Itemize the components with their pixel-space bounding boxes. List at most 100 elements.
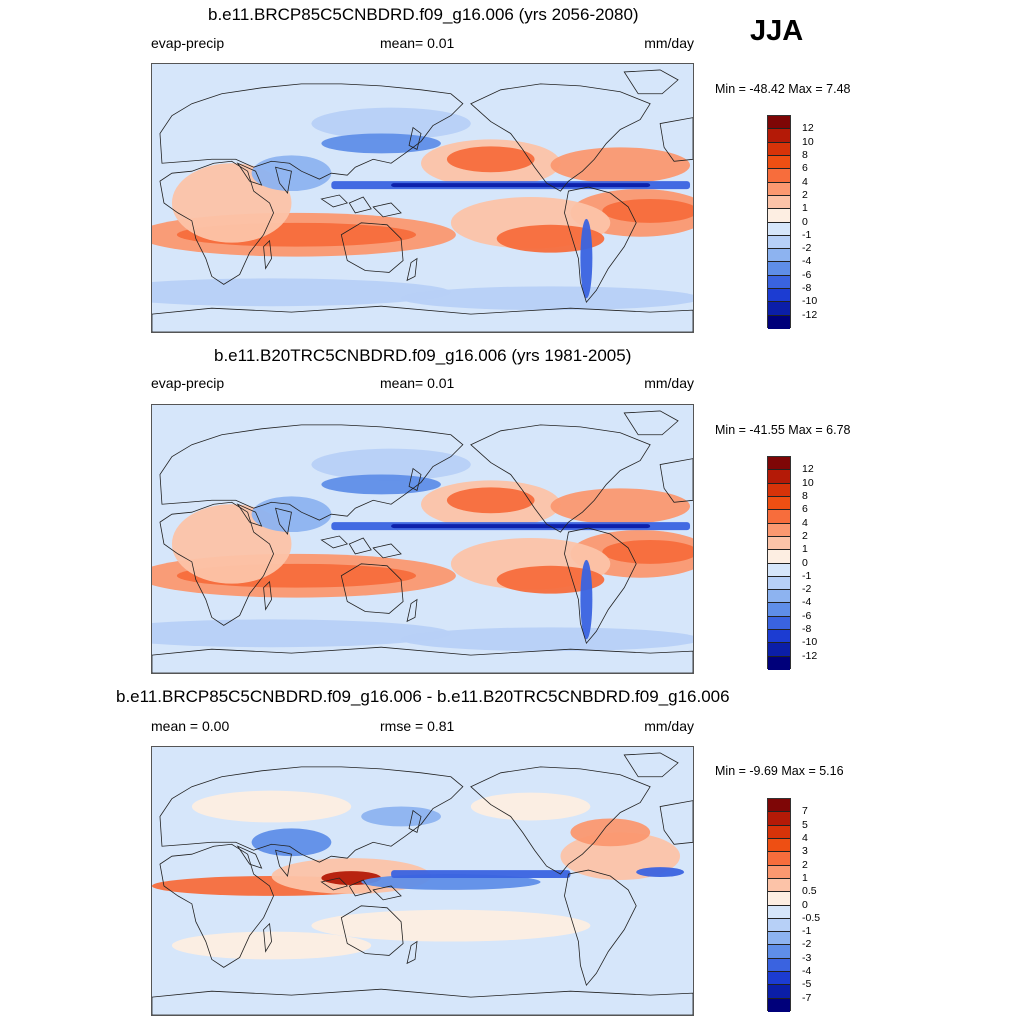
colorbar-tick-label: 6 — [802, 162, 808, 175]
colorbar-swatch — [768, 262, 790, 276]
field-patch — [191, 790, 352, 823]
field-patch — [496, 224, 605, 253]
field-patch — [550, 488, 691, 525]
colorbar-tick-label: 4 — [802, 516, 808, 529]
colorbar-tick-label: 6 — [802, 503, 808, 516]
colorbar-tick-label: 8 — [802, 489, 808, 502]
colorbar-swatch — [768, 799, 790, 813]
field-patch — [152, 278, 451, 307]
field-patch — [391, 183, 651, 188]
colorbar-swatch — [768, 892, 790, 906]
colorbar-swatch — [768, 852, 790, 866]
colorbar-swatch — [768, 457, 790, 471]
colorbar-swatch — [768, 155, 790, 170]
contour-map — [151, 404, 694, 674]
colorbar-tick-label: 8 — [802, 148, 808, 161]
panel-units-label: mm/day — [644, 375, 694, 391]
colorbar-swatch — [768, 905, 790, 919]
colorbar-swatch — [768, 616, 790, 631]
field-patch — [602, 198, 693, 223]
panel-units-label: mm/day — [644, 35, 694, 51]
panel-center-label: mean= 0.01 — [380, 35, 455, 51]
colorbar-swatch — [768, 116, 790, 130]
colorbar-swatch — [768, 302, 790, 316]
field-patch — [446, 146, 535, 173]
colorbar-swatch — [768, 590, 790, 604]
colorbar-swatch — [768, 825, 790, 839]
colorbar-swatch — [768, 630, 790, 644]
field-patch — [251, 828, 332, 857]
colorbar-swatch — [768, 142, 790, 156]
field-patch — [550, 147, 691, 184]
colorbar-swatch — [768, 470, 790, 484]
panel-center-label: rmse = 0.81 — [380, 718, 455, 734]
colorbar-swatch — [768, 985, 790, 999]
field-patch — [152, 619, 451, 648]
colorbar-tick-label: 12 — [802, 122, 814, 135]
panel-units-label: mm/day — [644, 718, 694, 734]
colorbar-tick-label: -12 — [802, 649, 818, 662]
colorbar-swatch — [768, 838, 790, 853]
colorbar-swatch — [768, 643, 790, 657]
field-patch — [171, 931, 372, 960]
colorbar-swatch — [768, 209, 790, 223]
field-patch — [580, 218, 593, 299]
field-patch — [311, 448, 471, 481]
colorbar-tick-label: 0 — [802, 898, 808, 911]
field-patch — [361, 806, 441, 827]
field-patch — [636, 867, 685, 878]
colorbar-swatch — [768, 249, 790, 263]
colorbar-swatch — [768, 536, 790, 551]
colorbar-tick-label: 0 — [802, 215, 808, 228]
colorbar-swatch — [768, 998, 790, 1012]
colorbar-swatch — [768, 918, 790, 933]
field-patch — [470, 792, 591, 821]
colorbar-tick-label: -6 — [802, 609, 812, 622]
colorbar-swatch — [768, 496, 790, 511]
contour-map — [151, 63, 694, 333]
colorbar-tick-label: 2 — [802, 858, 808, 871]
panel-minmax: Min = -48.42 Max = 7.48 — [715, 82, 851, 96]
field-patch — [321, 474, 441, 495]
colorbar — [767, 456, 791, 670]
colorbar-tick-label: -10 — [802, 636, 818, 649]
panel-left-label: evap-precip — [151, 35, 225, 51]
field-patch — [391, 870, 571, 879]
colorbar-swatch — [768, 129, 790, 143]
colorbar-swatch — [768, 656, 790, 670]
colorbar-tick-label: -1 — [802, 228, 812, 241]
colorbar-tick-label: -7 — [802, 991, 812, 1004]
colorbar-swatch — [768, 878, 790, 893]
colorbar-swatch — [768, 289, 790, 303]
colorbar-tick-label: -3 — [802, 951, 812, 964]
panel-title: b.e11.BRCP85C5CNBDRD.f09_g16.006 - b.e11… — [116, 687, 730, 706]
colorbar-tick-label: -4 — [802, 965, 812, 978]
colorbar-tick-label: 5 — [802, 818, 808, 831]
colorbar-tick-label: -10 — [802, 295, 818, 308]
colorbar-swatch — [768, 523, 790, 537]
colorbar-tick-label: -8 — [802, 282, 812, 295]
panel-left-label: mean = 0.00 — [151, 718, 230, 734]
colorbar-swatch — [768, 563, 790, 577]
colorbar-tick-label: -0.5 — [802, 911, 821, 924]
season-label: JJA — [750, 15, 804, 47]
colorbar-swatch — [768, 195, 790, 210]
colorbar-swatch — [768, 576, 790, 591]
colorbar-tick-label: -12 — [802, 308, 818, 321]
colorbar-tick-label: 7 — [802, 805, 808, 818]
colorbar-swatch — [768, 483, 790, 497]
colorbar-tick-label: 0 — [802, 556, 808, 569]
colorbar — [767, 798, 791, 1012]
field-patch — [361, 874, 541, 890]
colorbar-swatch — [768, 182, 790, 196]
colorbar-tick-label: -2 — [802, 938, 812, 951]
colorbar-tick-label: 1 — [802, 202, 808, 215]
colorbar-swatch — [768, 972, 790, 986]
colorbar-tick-label: 10 — [802, 135, 814, 148]
panel-minmax: Min = -41.55 Max = 6.78 — [715, 423, 851, 437]
contour-map — [151, 746, 694, 1016]
colorbar-tick-label: -1 — [802, 569, 812, 582]
colorbar-tick-label: 12 — [802, 463, 814, 476]
colorbar — [767, 115, 791, 329]
field-patch — [311, 107, 471, 140]
